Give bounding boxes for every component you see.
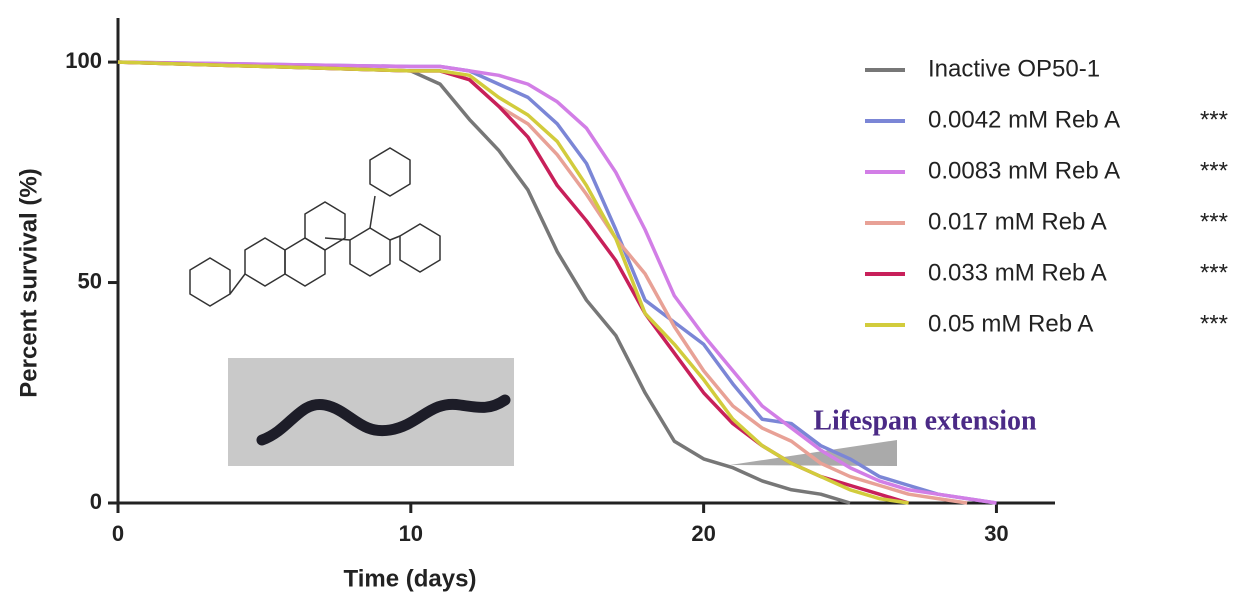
y-axis-label: Percent survival (%) <box>15 168 42 397</box>
significance-mark: *** <box>1200 208 1228 235</box>
molecule-illustration <box>189 147 441 307</box>
x-tick-label: 30 <box>984 521 1008 546</box>
significance-mark: *** <box>1200 157 1228 184</box>
survival-line <box>117 60 997 505</box>
x-tick-label: 10 <box>399 521 423 546</box>
survival-line <box>117 60 909 505</box>
y-tick-label: 50 <box>78 268 102 293</box>
legend-label: 0.033 mM Reb A <box>928 259 1107 286</box>
legend-label: 0.05 mM Reb A <box>928 310 1093 337</box>
x-axis-label: Time (days) <box>344 565 477 592</box>
legend-label: 0.0083 mM Reb A <box>928 157 1120 184</box>
survival-line <box>117 60 851 505</box>
worm-photo <box>228 358 514 466</box>
significance-mark: *** <box>1200 259 1228 286</box>
significance-mark: *** <box>1200 106 1228 133</box>
legend-label: 0.017 mM Reb A <box>928 208 1107 235</box>
x-tick-label: 20 <box>691 521 715 546</box>
x-tick-label: 0 <box>112 521 124 546</box>
legend-label: Inactive OP50-1 <box>928 55 1100 82</box>
survival-line <box>117 60 997 505</box>
extension-wedge <box>730 440 897 466</box>
y-tick-label: 100 <box>65 48 102 73</box>
y-tick-label: 0 <box>90 489 102 514</box>
annotation: Lifespan extension <box>813 405 1037 436</box>
significance-mark: *** <box>1200 310 1228 337</box>
legend-label: 0.0042 mM Reb A <box>928 106 1120 133</box>
